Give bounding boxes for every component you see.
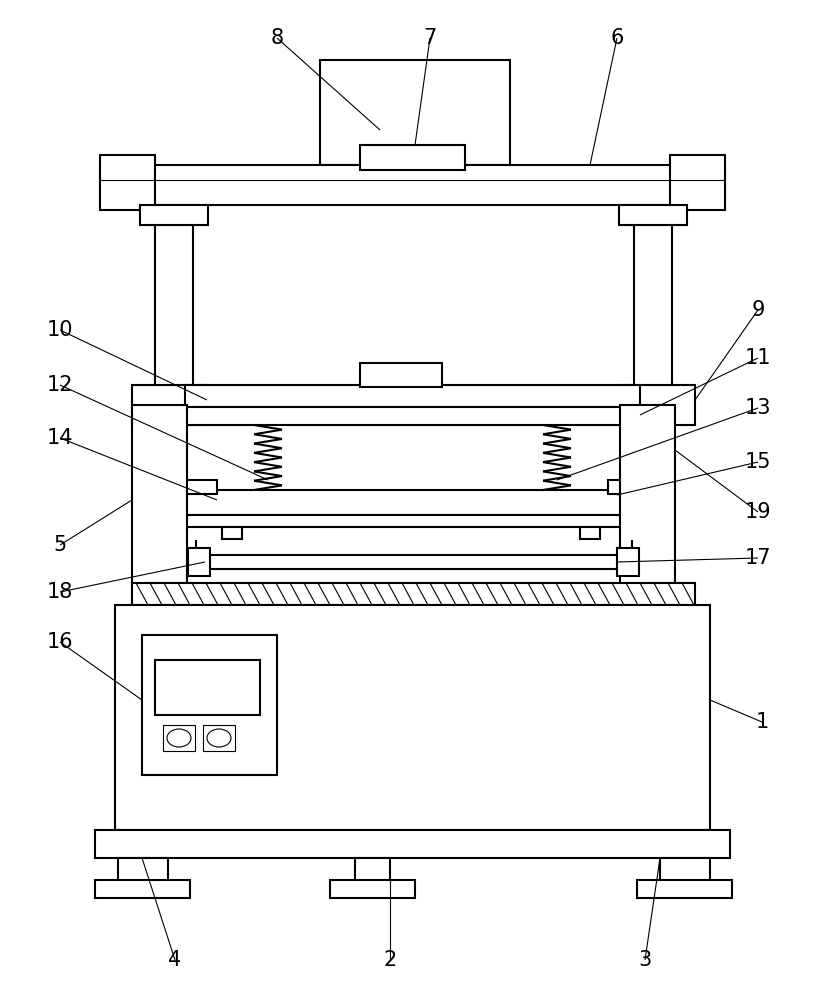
Bar <box>617 548 639 576</box>
Bar <box>185 385 640 407</box>
Text: 1: 1 <box>755 712 768 732</box>
Bar <box>185 515 640 527</box>
Bar <box>132 405 187 605</box>
Bar <box>320 60 510 165</box>
Bar <box>132 385 207 425</box>
Bar <box>203 725 235 751</box>
Text: 11: 11 <box>745 348 772 368</box>
Bar <box>142 635 277 775</box>
Bar <box>360 363 442 387</box>
Text: 7: 7 <box>423 28 437 48</box>
Text: 14: 14 <box>47 428 74 448</box>
Text: 5: 5 <box>54 535 67 555</box>
Bar <box>140 205 208 225</box>
Bar <box>355 858 390 886</box>
Text: 9: 9 <box>751 300 765 320</box>
Bar <box>115 605 710 830</box>
Bar <box>360 145 465 170</box>
Bar <box>205 555 620 569</box>
Bar <box>118 858 168 886</box>
Bar <box>155 660 260 715</box>
Bar <box>620 405 675 605</box>
Bar <box>330 880 415 898</box>
Bar <box>185 480 217 494</box>
Bar <box>670 155 725 210</box>
Text: 15: 15 <box>745 452 772 472</box>
Ellipse shape <box>167 729 191 747</box>
Bar <box>95 880 190 898</box>
Bar <box>132 583 695 605</box>
Text: 3: 3 <box>638 950 652 970</box>
Bar <box>95 830 730 858</box>
Bar <box>188 548 210 576</box>
Text: 2: 2 <box>384 950 397 970</box>
Text: 17: 17 <box>745 548 772 568</box>
Bar <box>100 165 725 205</box>
Text: 10: 10 <box>47 320 74 340</box>
Bar <box>100 155 155 210</box>
Bar <box>619 205 687 225</box>
Bar <box>608 480 640 494</box>
Text: 4: 4 <box>169 950 182 970</box>
Bar <box>222 527 242 539</box>
Bar <box>155 210 193 405</box>
Bar <box>637 880 732 898</box>
Text: 6: 6 <box>610 28 624 48</box>
Ellipse shape <box>207 729 231 747</box>
Text: 12: 12 <box>47 375 74 395</box>
Bar <box>634 210 672 405</box>
Text: 8: 8 <box>270 28 284 48</box>
Bar <box>185 407 640 425</box>
Text: 19: 19 <box>744 502 772 522</box>
Bar <box>580 527 600 539</box>
Bar <box>660 858 710 886</box>
Bar <box>185 490 640 515</box>
Bar <box>620 385 695 425</box>
Text: 16: 16 <box>46 632 74 652</box>
Text: 18: 18 <box>47 582 73 602</box>
Text: 13: 13 <box>745 398 772 418</box>
Bar <box>163 725 195 751</box>
